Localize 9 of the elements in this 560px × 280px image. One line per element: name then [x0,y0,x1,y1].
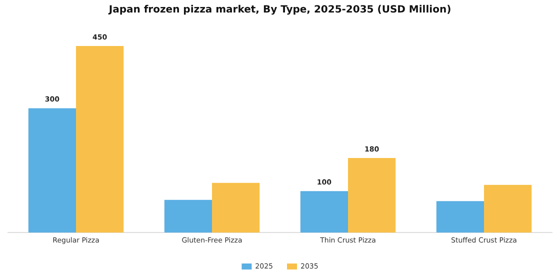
bar [76,46,124,233]
bar [212,182,260,233]
bar [164,200,212,233]
bar [300,191,348,233]
bar [28,108,76,233]
bar [348,158,396,233]
bar [436,201,484,233]
chart-title: Japan frozen pizza market, By Type, 2025-2035 (USD Million) [108,4,452,16]
bar [484,184,532,233]
